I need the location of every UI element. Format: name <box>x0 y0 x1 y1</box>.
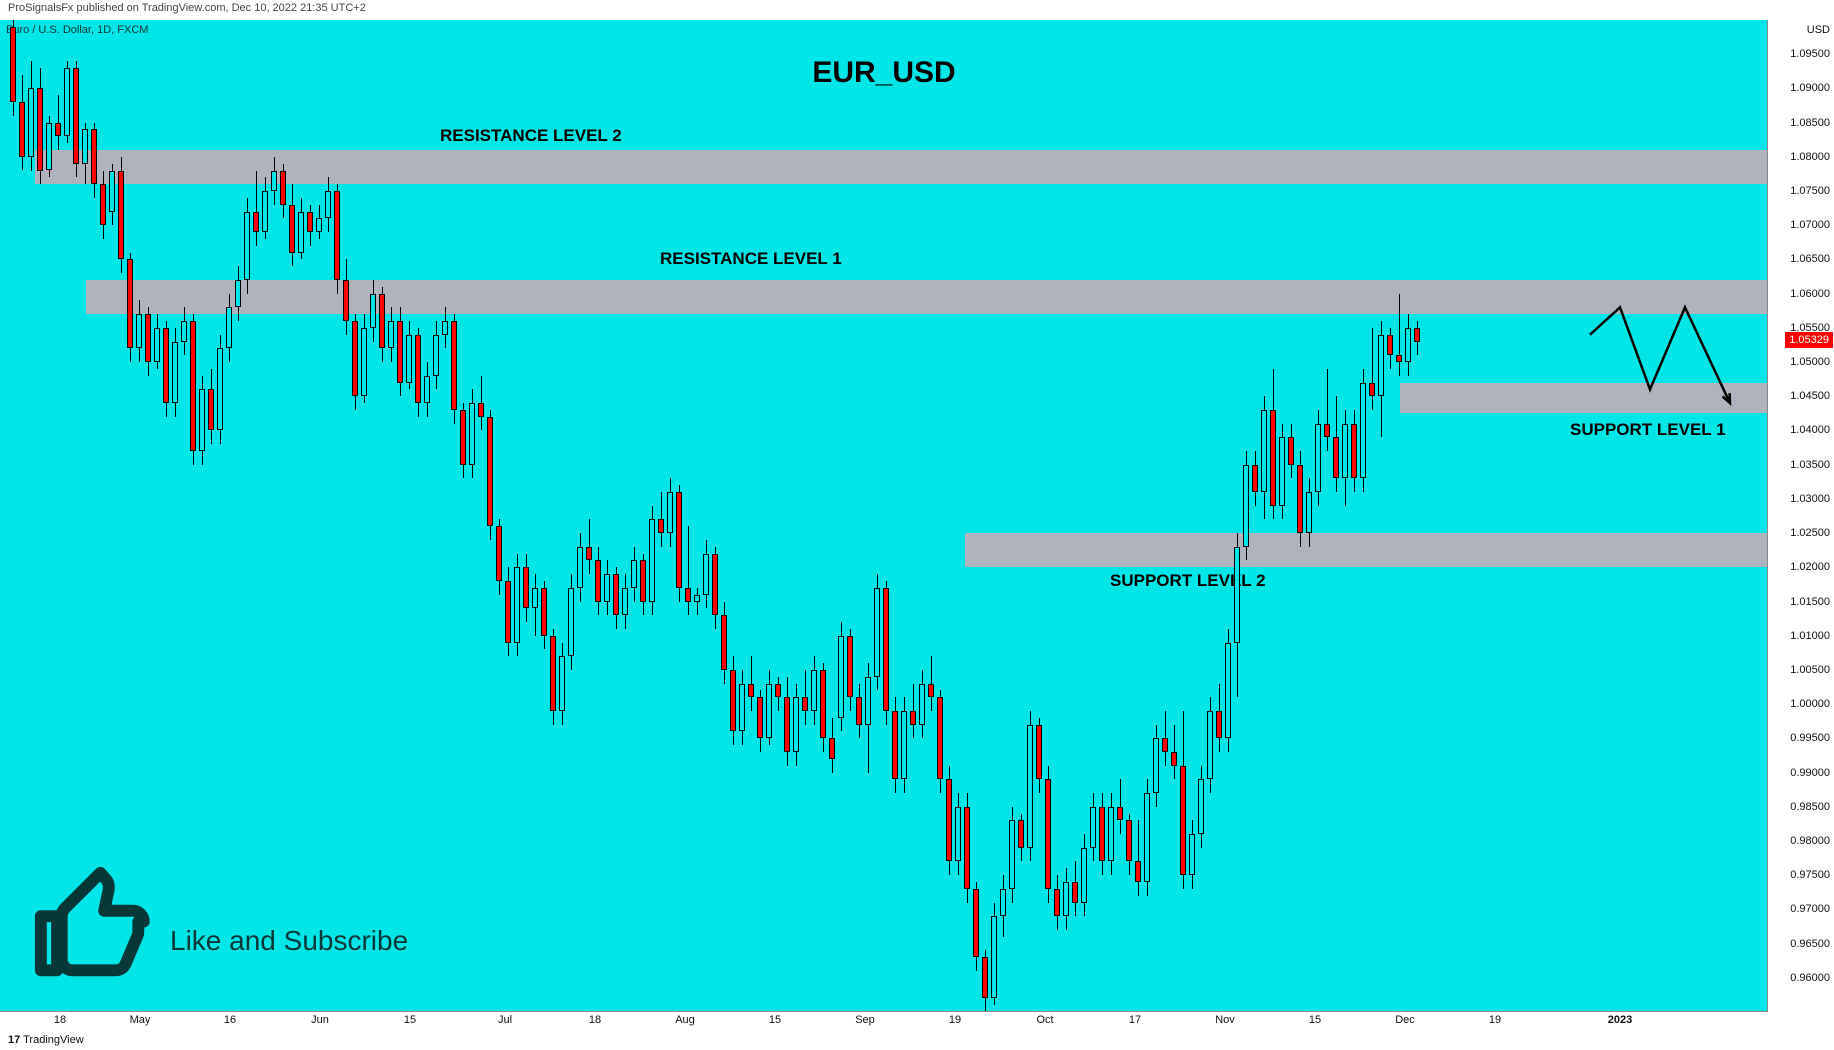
x-tick-label: May <box>130 1014 151 1026</box>
x-tick-label: 2023 <box>1608 1014 1632 1026</box>
y-tick-label: 0.97500 <box>1790 869 1830 881</box>
y-tick-label: 1.07500 <box>1790 185 1830 197</box>
y-tick-label: 1.04500 <box>1790 390 1830 402</box>
branding-bar: 17 TradingView <box>0 1030 1834 1050</box>
x-tick-label: Sep <box>855 1014 875 1026</box>
y-tick-label: 1.06000 <box>1790 288 1830 300</box>
y-tick-label: 1.05000 <box>1790 356 1830 368</box>
time-axis[interactable]: 18 May 16 Jun 15 Jul 18 Aug 15 Sep 19 Oct 17 Nov 15 Dec… <box>0 1011 1768 1030</box>
y-tick-label: 1.08500 <box>1790 117 1830 129</box>
y-tick-label: 1.07000 <box>1790 219 1830 231</box>
y-tick-label: 0.99500 <box>1790 732 1830 744</box>
x-tick-label: 19 <box>1489 1014 1501 1026</box>
x-tick-label: 16 <box>224 1014 236 1026</box>
y-tick-label: 1.03000 <box>1790 493 1830 505</box>
x-tick-label: Aug <box>675 1014 695 1026</box>
y-tick-label: 0.96500 <box>1790 938 1830 950</box>
x-tick-label: 18 <box>589 1014 601 1026</box>
y-tick-label: 1.01000 <box>1790 630 1830 642</box>
y-tick-label: 1.08000 <box>1790 151 1830 163</box>
x-tick-label: Dec <box>1395 1014 1415 1026</box>
price-projection <box>0 20 1768 1012</box>
x-tick-label: 17 <box>1129 1014 1141 1026</box>
y-tick-label: 0.99000 <box>1790 767 1830 779</box>
y-tick-label: 1.09000 <box>1790 82 1830 94</box>
y-tick-label: 1.00000 <box>1790 698 1830 710</box>
x-tick-label: Jun <box>311 1014 329 1026</box>
y-tick-label: 1.06500 <box>1790 253 1830 265</box>
y-tick-label: 1.04000 <box>1790 424 1830 436</box>
publish-info: ProSignalsFx published on TradingView.co… <box>0 0 1834 22</box>
y-axis-title: USD <box>1807 24 1830 36</box>
x-tick-label: Oct <box>1036 1014 1053 1026</box>
y-tick-label: 0.96000 <box>1790 972 1830 984</box>
x-tick-label: 15 <box>404 1014 416 1026</box>
price-axis[interactable]: USD 1.09500 1.09000 1.08500 1.08000 1.07500 1… <box>1767 20 1834 1012</box>
x-tick-label: 15 <box>1309 1014 1321 1026</box>
y-tick-label: 0.97000 <box>1790 903 1830 915</box>
x-tick-label: Nov <box>1215 1014 1235 1026</box>
x-tick-label: 15 <box>769 1014 781 1026</box>
y-tick-label: 1.00500 <box>1790 664 1830 676</box>
x-tick-label: 19 <box>949 1014 961 1026</box>
y-tick-label: 0.98500 <box>1790 801 1830 813</box>
chart-canvas[interactable]: Euro / U.S. Dollar, 1D, FXCM EUR_USD Lik… <box>0 20 1768 1012</box>
x-tick-label: 18 <box>54 1014 66 1026</box>
current-price-tag: 1.05329 <box>1785 332 1833 348</box>
y-tick-label: 0.98000 <box>1790 835 1830 847</box>
y-tick-label: 1.01500 <box>1790 596 1830 608</box>
y-tick-label: 1.02500 <box>1790 527 1830 539</box>
y-tick-label: 1.09500 <box>1790 48 1830 60</box>
y-tick-label: 1.02000 <box>1790 561 1830 573</box>
x-tick-label: Jul <box>498 1014 512 1026</box>
y-tick-label: 1.03500 <box>1790 459 1830 471</box>
